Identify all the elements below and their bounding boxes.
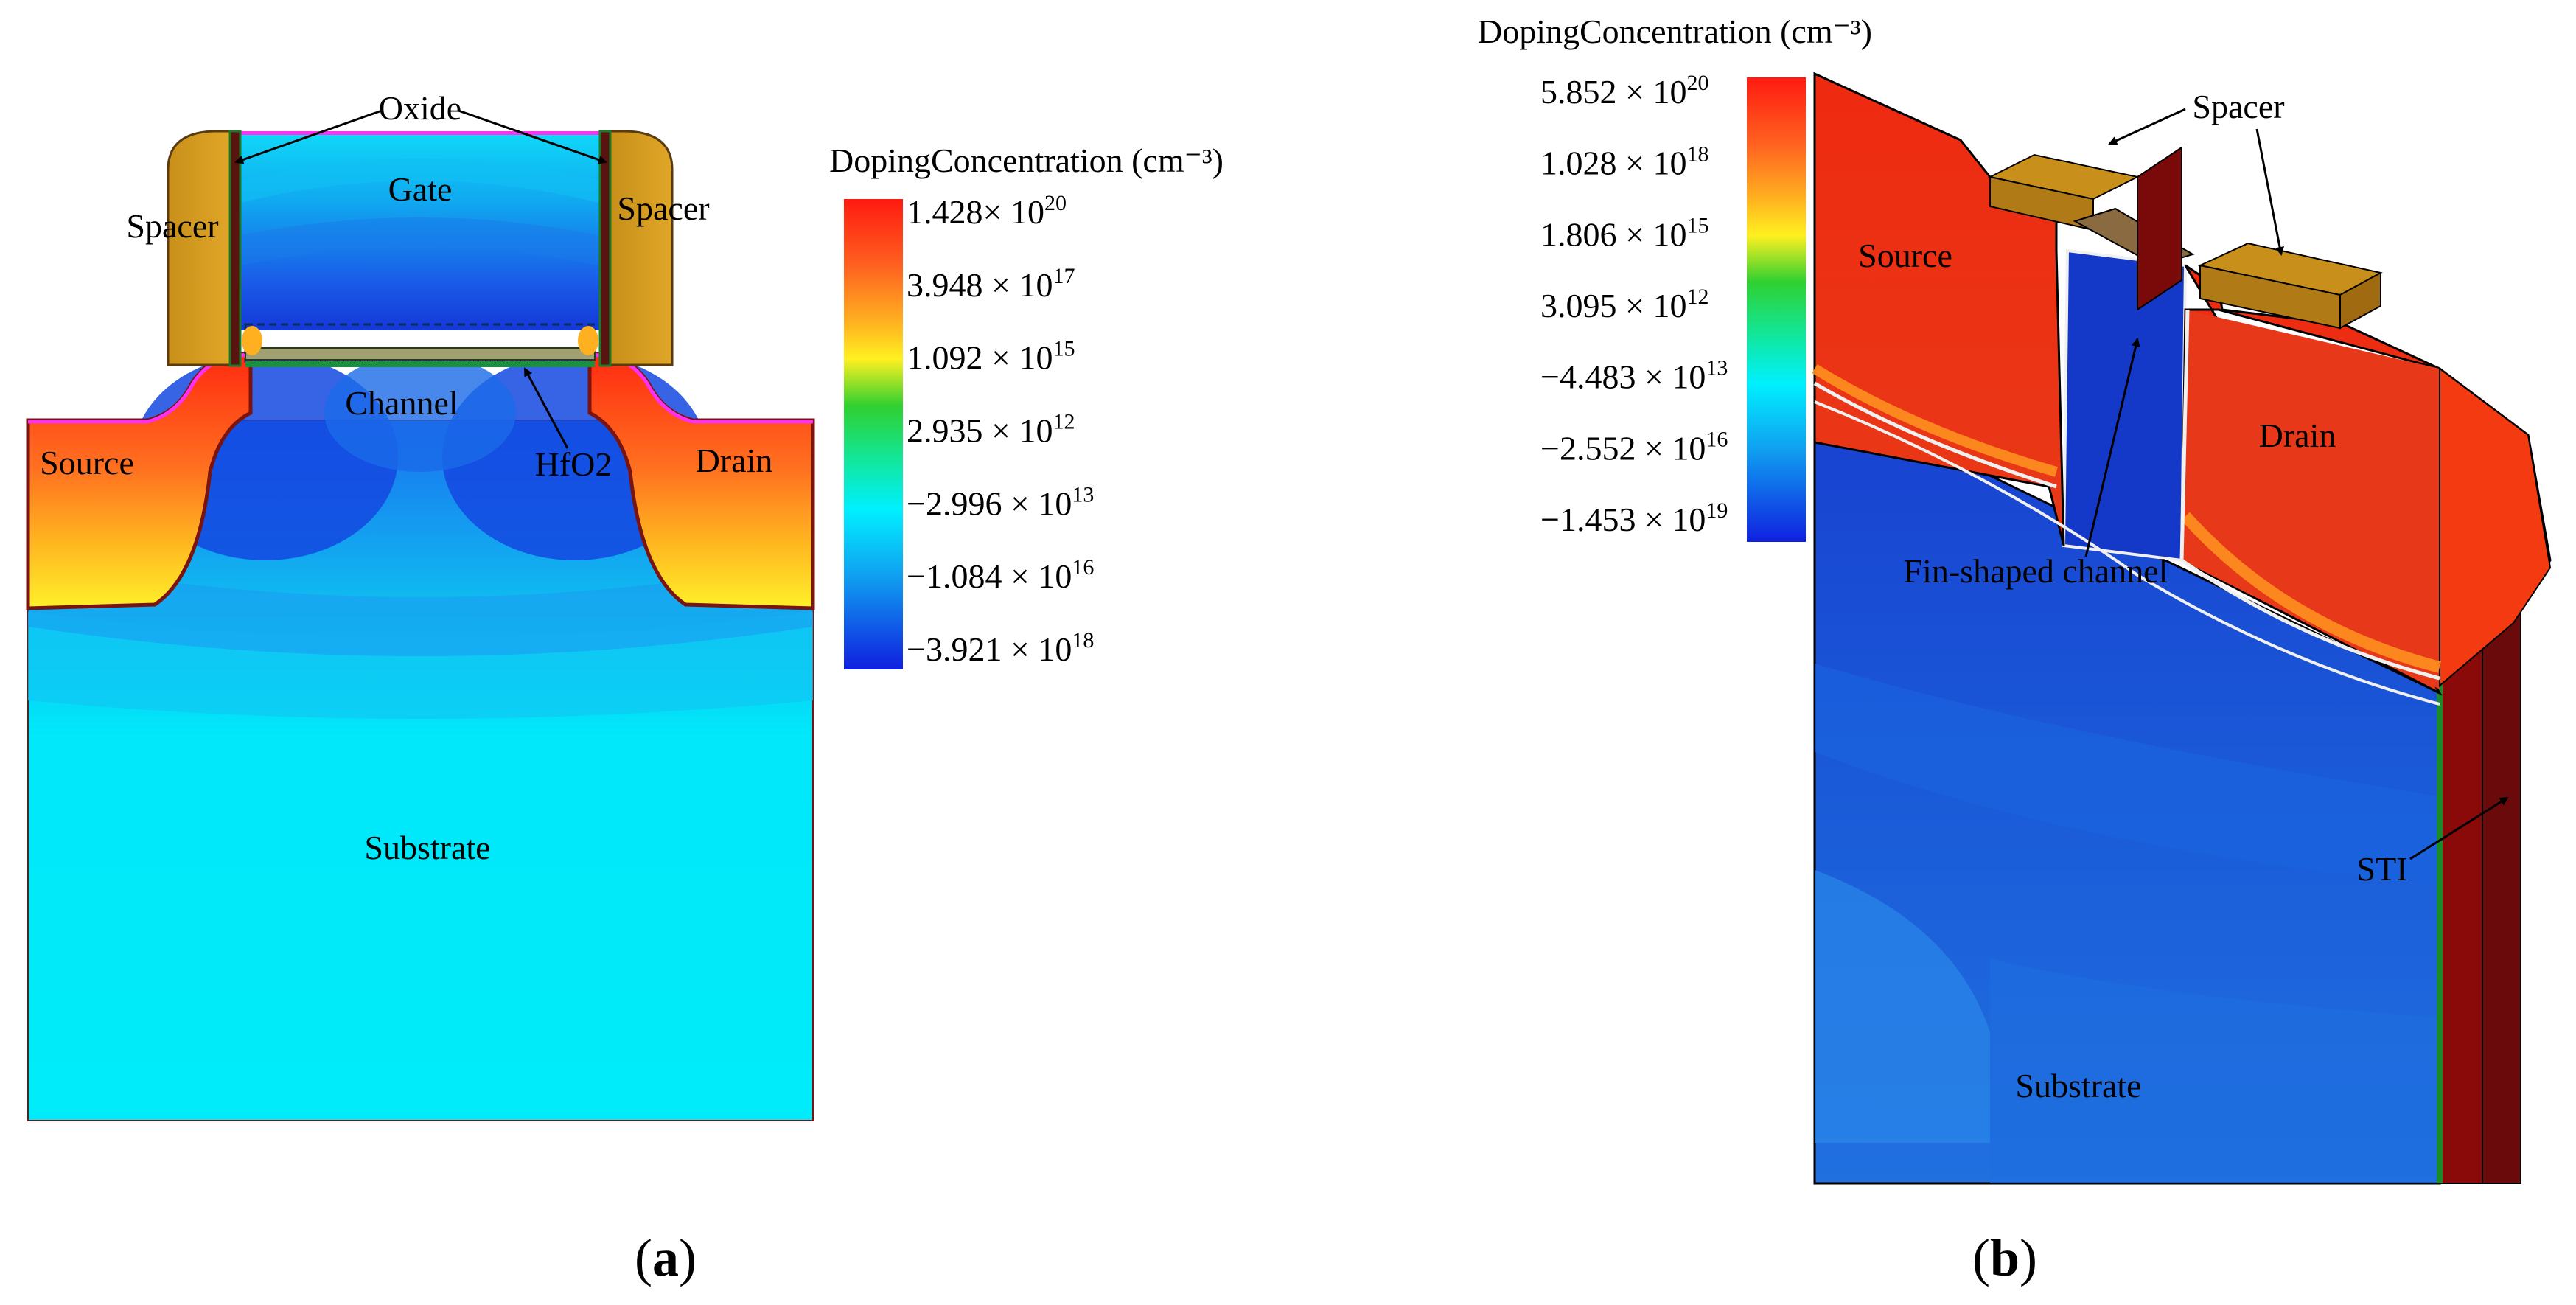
legend-tick-label: 1.806 × 1015 [1540,213,1708,253]
label-sti-b: STI [2357,850,2408,888]
gate-top-edge [240,131,601,135]
depletion-center [324,354,516,472]
oxide-liner-left [228,130,242,367]
legend-a: DopingConcentration (cm⁻³) 1.428× 1020 3.… [829,142,1224,669]
substrate-b-shade2 [1815,870,1990,1143]
drain-b-boundary [2179,309,2440,681]
sti-front [2439,631,2483,1184]
source-b-boundary [1813,381,2057,489]
arrow-oxide-right [458,109,607,164]
arrow-hfo2 [523,367,569,449]
label-drain-a: Drain [696,442,773,479]
spacer-left-a [167,130,231,366]
legend-b: DopingConcentration (cm⁻³) 5.852 × 1020 1… [1478,13,1872,542]
substrate-contour-a2 [28,560,813,656]
panel-a: Oxide Gate Spacer Spacer Channel HfO2 So… [26,89,1224,1121]
legend-tick-label: −2.996 × 1013 [907,482,1094,522]
caption-a: (a) [635,1228,697,1287]
legend-ticks-a: 1.428× 1020 3.948 × 1017 1.092 × 1015 2.935… [907,191,1094,668]
gate-contour-2 [237,218,604,265]
caption-b: (b) [1972,1228,2037,1287]
label-gate-a: Gate [388,170,453,208]
legend-tick-label: −4.483 × 1013 [1540,356,1728,396]
drain-front-b [2182,310,2440,689]
label-spacer-left-a: Spacer [126,207,218,245]
spacer-b-right-side [2339,271,2381,330]
label-substrate-b: Substrate [2015,1067,2141,1104]
legend-tick-label: 5.852 × 1020 [1540,71,1708,111]
channel-layer [245,361,595,367]
sti-liner [2437,667,2443,1183]
spacer-right-a [609,130,674,366]
legend-tick-label: 3.095 × 1012 [1540,285,1708,324]
fin-channel-b [2062,248,2188,563]
legend-tick-label: −1.453 × 1019 [1540,498,1728,538]
arrow-spacer-b1 [2108,108,2186,145]
label-channel-a: Channel [345,384,458,422]
label-source-b: Source [1858,237,1952,274]
arrow-spacer-b2 [2255,128,2284,256]
legend-tick-label: 1.428× 1020 [907,191,1067,231]
legend-ticks-b: 5.852 × 1020 1.028 × 1018 1.806 × 1015 3.09… [1540,71,1728,538]
legend-tick-label: 3.948 × 1017 [907,264,1075,304]
label-fin-channel-b: Fin-shaped channel [1904,552,2168,590]
label-drain-b: Drain [2259,417,2336,454]
source-b-orange [1812,364,2058,477]
substrate-b-shade1 [1815,664,2440,885]
drain-side-b [2439,367,2552,688]
pocket-left [242,326,262,355]
panel-b: Spacer Source Drain Fin-shaped channel S… [1478,13,2552,1185]
legend-colorbar-b [1747,77,1806,542]
label-source-a: Source [40,444,134,481]
junction-b-boundary [1814,400,2440,706]
label-spacer-b: Spacer [2192,88,2284,125]
legend-colorbar-a [844,199,903,669]
hfo2-layer [245,347,596,361]
gate-contour-1 [237,159,604,203]
label-spacer-right-a: Spacer [617,189,709,227]
substrate-b-shade3 [1990,958,2440,1183]
spacer-blocks-b [1988,146,2383,330]
arrow-fin-channel [2084,338,2140,557]
legend-title-b: DopingConcentration (cm⁻³) [1478,13,1872,50]
legend-tick-label: −3.921 × 1018 [907,628,1094,668]
pocket-right [578,326,598,355]
drain-b-orange [2181,512,2442,673]
label-substrate-a: Substrate [364,829,490,866]
sti-region [2482,610,2521,1184]
gate-pillar-b [2137,146,2182,311]
legend-tick-label: −1.084 × 1016 [907,555,1094,595]
oxide-liner-right [598,130,612,367]
legend-title-a: DopingConcentration (cm⁻³) [829,142,1224,179]
legend-tick-label: 1.092 × 1015 [907,337,1075,377]
legend-tick-label: −2.552 × 1016 [1540,427,1728,467]
legend-tick-label: 2.935 × 1012 [907,410,1075,450]
arrow-oxide-left [234,109,383,164]
legend-tick-label: 1.028 × 1018 [1540,142,1708,182]
label-oxide-a: Oxide [379,89,461,127]
arrow-sti [2409,796,2509,860]
label-hfo2-a: HfO2 [535,445,612,483]
